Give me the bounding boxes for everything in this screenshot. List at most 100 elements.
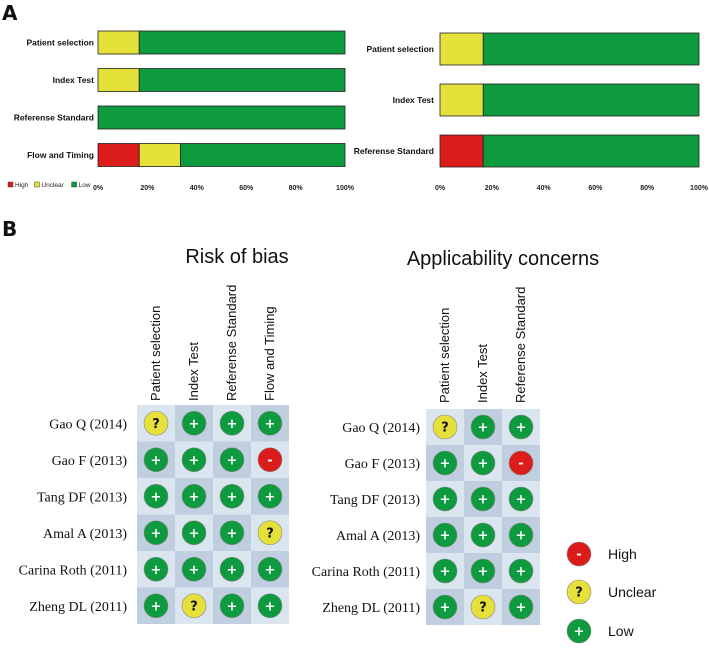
judgement-circle-low xyxy=(181,483,207,509)
judgement-symbol-low: + xyxy=(516,493,527,508)
judgement-circle-low xyxy=(508,522,534,548)
legend-symbol-high: - xyxy=(576,548,581,563)
judgement-symbol-low: + xyxy=(227,453,238,468)
judgement-circle-low xyxy=(508,594,534,620)
judgement-symbol-unclear: ? xyxy=(190,599,198,614)
category-label: Referense Standard xyxy=(354,146,434,156)
judgement-symbol-low: + xyxy=(189,417,200,432)
judgement-circle-low xyxy=(181,410,207,436)
judgement-circle-low xyxy=(181,556,207,582)
study-label: Tang DF (2013) xyxy=(330,493,420,508)
study-label: Zheng DL (2011) xyxy=(322,601,420,616)
legend-circle-unclear xyxy=(566,579,592,605)
study-label: Gao F (2013) xyxy=(52,454,128,469)
judgement-symbol-unclear: ? xyxy=(266,526,274,541)
judgement-symbol-low: + xyxy=(227,526,238,541)
judgement-symbol-unclear: ? xyxy=(479,601,487,616)
judgement-circle-low xyxy=(470,414,496,440)
category-label: Patient selection xyxy=(26,38,94,48)
bar-segment-low xyxy=(482,32,700,66)
judgement-circle-low xyxy=(470,558,496,584)
category-label: Index Test xyxy=(393,95,435,105)
legend-label-high: High xyxy=(608,546,637,562)
judgement-symbol-high: - xyxy=(267,453,272,468)
study-label: Gao F (2013) xyxy=(345,457,421,472)
applicability-bar-chart: Patient selection Index Test Referense Sta… xyxy=(354,32,709,192)
legend-symbol-unclear: ? xyxy=(575,586,583,601)
judgement-circle-unclear xyxy=(143,410,169,436)
x-tick-label: 0% xyxy=(435,185,446,192)
judgement-symbol-low: + xyxy=(440,529,451,544)
judgement-symbol-low: + xyxy=(265,563,276,578)
judgement-symbol-low: + xyxy=(440,565,451,580)
x-tick-label: 40% xyxy=(190,185,205,192)
judgement-symbol-high: - xyxy=(518,457,523,472)
judgement-symbol-low: + xyxy=(478,493,489,508)
judgement-circle-low xyxy=(219,593,245,619)
judgement-circle-low xyxy=(219,410,245,436)
judgement-symbol-low: + xyxy=(151,490,162,505)
judgement-circle-low xyxy=(181,447,207,473)
judgement-circle-low xyxy=(470,522,496,548)
judgement-circle-low xyxy=(257,593,283,619)
judgement-circle-low xyxy=(143,593,169,619)
column-header: Flow and Timing xyxy=(262,306,277,401)
risk-of-bias-bar-chart: Patient selection Index Test Referense Sta… xyxy=(7,30,355,192)
judgement-symbol-low: + xyxy=(227,490,238,505)
column-header: Index Test xyxy=(186,342,201,401)
legend-label-unclear: Unclear xyxy=(608,584,657,600)
column-header: Patient selection xyxy=(437,308,452,403)
judgement-symbol-low: + xyxy=(265,417,276,432)
bar-segment-low xyxy=(138,68,346,92)
judgement-circle-low xyxy=(470,450,496,476)
judgement-symbol-low: + xyxy=(151,453,162,468)
bar-segment-low xyxy=(180,143,346,167)
judgement-circle-low xyxy=(143,556,169,582)
judgement-circle-low xyxy=(143,447,169,473)
category-label: Referense Standard xyxy=(14,113,94,123)
category-label: Flow and Timing xyxy=(27,150,94,160)
bar-segment-low xyxy=(138,30,346,55)
judgement-symbol-low: + xyxy=(516,421,527,436)
judgement-symbol-low: + xyxy=(440,601,451,616)
legend-circle-high xyxy=(566,541,592,567)
risk-of-bias-heading: Risk of bias xyxy=(185,246,288,268)
x-tick-label: 20% xyxy=(485,185,500,192)
judgement-symbol-low: + xyxy=(151,526,162,541)
judgement-symbol-low: + xyxy=(151,599,162,614)
judgement-symbol-low: + xyxy=(516,565,527,580)
judgement-symbol-low: + xyxy=(151,563,162,578)
x-tick-label: 80% xyxy=(640,185,655,192)
judgement-circle-low xyxy=(432,450,458,476)
judgement-symbol-low: + xyxy=(265,599,276,614)
judgement-symbol-low: + xyxy=(189,526,200,541)
risk-of-bias-table: Patient selection Index Test Referense Sta… xyxy=(19,285,289,624)
judgement-circle-low xyxy=(143,483,169,509)
study-label: Amal A (2013) xyxy=(43,527,127,542)
judgement-circle-low xyxy=(508,414,534,440)
judgement-circle-high xyxy=(257,447,283,473)
study-label: Carina Roth (2011) xyxy=(312,565,421,580)
judgement-circle-unclear xyxy=(470,594,496,620)
bar-segment-unclear xyxy=(439,32,484,66)
applicability-table: Patient selection Index Test Referense Sta… xyxy=(312,287,540,625)
legend-swatch-high xyxy=(7,181,14,188)
judgement-symbol-low: + xyxy=(440,457,451,472)
x-tick-label: 60% xyxy=(239,185,254,192)
judgement-circle-high xyxy=(508,450,534,476)
judgement-symbol-low: + xyxy=(478,565,489,580)
bar-segment-low xyxy=(97,105,346,130)
judgement-symbol-low: + xyxy=(189,453,200,468)
study-label: Tang DF (2013) xyxy=(37,490,127,505)
legend-label-low: Low xyxy=(79,182,91,189)
judgement-symbol-low: + xyxy=(478,529,489,544)
legend-circle-low xyxy=(566,618,592,644)
panel-label-b: B xyxy=(2,217,17,241)
x-tick-label: 100% xyxy=(690,185,709,192)
judgement-symbol-low: + xyxy=(189,563,200,578)
judgement-circle-low xyxy=(508,486,534,512)
x-tick-label: 20% xyxy=(140,185,155,192)
judgement-symbol-low: + xyxy=(478,421,489,436)
judgement-symbol-unclear: ? xyxy=(152,417,160,432)
